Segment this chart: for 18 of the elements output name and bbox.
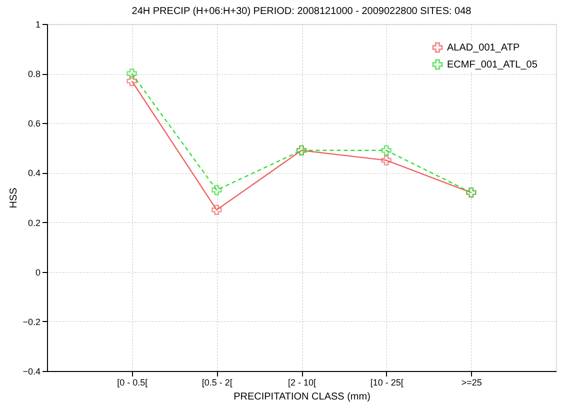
chart-title: 24H PRECIP (H+06:H+30) PERIOD: 2008121000 - 2009022800 SITES: 048 <box>132 6 472 17</box>
y-tick-label: 0.6 <box>28 118 40 129</box>
y-tick-label: 0.4 <box>28 168 40 178</box>
x-tick-label: [0 - 0.5[ <box>117 378 148 388</box>
legend-label: ECMF_001_ATL_05 <box>447 60 538 70</box>
x-tick-label: >=25 <box>461 378 482 388</box>
legend-label: ALAD_001_ATP <box>447 42 520 54</box>
y-tick-label: −0.2 <box>22 316 40 327</box>
y-tick-label: 0.2 <box>28 218 40 228</box>
y-tick-label: 0.8 <box>28 69 40 80</box>
x-tick-label: [2 - 10[ <box>288 378 317 388</box>
y-axis-title: HSS <box>8 187 20 208</box>
y-tick-label: 0 <box>35 267 40 278</box>
x-tick-label: [10 - 25[ <box>370 378 404 388</box>
x-axis-title: PRECIPITATION CLASS (mm) <box>234 392 370 402</box>
x-tick-label: [0.5 - 2[ <box>202 378 233 388</box>
y-tick-label: −0.4 <box>22 366 40 376</box>
y-tick-label: 1 <box>35 20 40 30</box>
